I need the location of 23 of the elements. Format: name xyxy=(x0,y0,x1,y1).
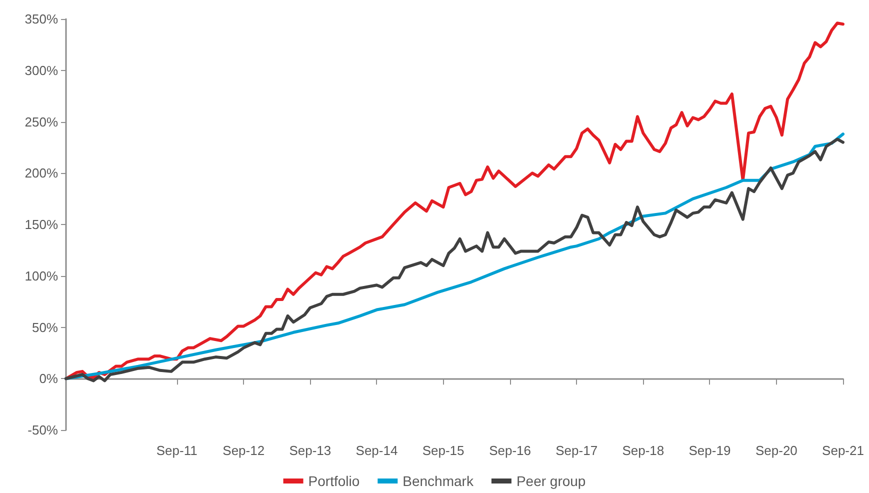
legend-label: Peer group xyxy=(516,473,586,489)
x-tick-label: Sep-11 xyxy=(156,443,198,458)
y-tick-label: 300% xyxy=(24,62,58,78)
x-tick-label: Sep-16 xyxy=(489,443,531,458)
x-tick-label: Sep-17 xyxy=(556,443,598,458)
x-tick-label: Sep-18 xyxy=(622,443,664,458)
y-tick-label: 350% xyxy=(24,12,58,26)
x-tick-label: Sep-19 xyxy=(688,443,731,458)
y-tick-label: 0% xyxy=(39,371,58,386)
y-tick-label: 100% xyxy=(24,268,58,284)
y-tick-label: 150% xyxy=(24,217,58,232)
y-tick-label: 200% xyxy=(24,166,58,181)
legend-label: Benchmark xyxy=(402,473,474,489)
x-tick-label: Sep-15 xyxy=(422,443,464,458)
x-tick-label: Sep-21 xyxy=(822,443,864,458)
y-tick-label: 250% xyxy=(24,114,58,130)
x-tick-label: Sep-20 xyxy=(755,443,798,458)
x-tick-label: Sep-12 xyxy=(222,443,265,458)
y-tick-label: -50% xyxy=(28,422,58,438)
x-tick-label: Sep-13 xyxy=(289,443,332,458)
x-tick-label: Sep-14 xyxy=(356,443,398,458)
y-tick-label: 50% xyxy=(32,320,58,335)
legend-label: Portfolio xyxy=(308,473,360,489)
